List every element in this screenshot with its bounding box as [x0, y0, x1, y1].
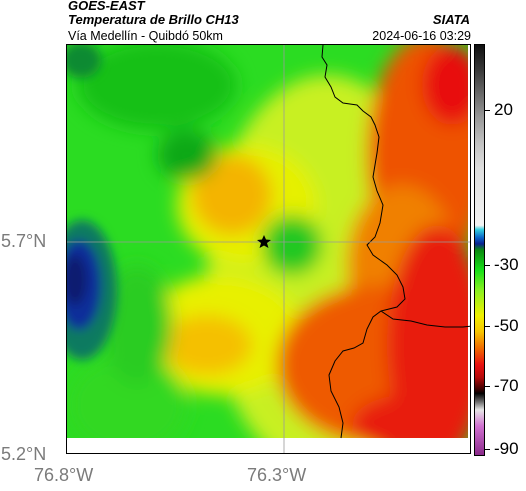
- datetime-label: 2024-06-16 03:29: [372, 29, 471, 43]
- longitude-label-1: 76.8°W: [34, 465, 94, 485]
- map-panel[interactable]: [66, 44, 471, 454]
- star-icon: [257, 235, 271, 248]
- temperature-field: [67, 45, 470, 453]
- map-blank-strip: [67, 438, 470, 453]
- colorbar-tick: [485, 265, 490, 266]
- colorbar-label: -70: [494, 376, 519, 395]
- colorbar-label: 20: [494, 100, 513, 119]
- latitude-label-1: 5.7°N: [1, 231, 47, 251]
- department-boundary: [321, 45, 406, 439]
- colorbar: [474, 44, 485, 456]
- colorbar-label: -90: [494, 439, 519, 458]
- colorbar-tick: [485, 326, 490, 327]
- latitude-label-2: 5.2°N: [1, 444, 47, 464]
- colorbar-tick: [485, 110, 490, 111]
- longitude-label-2: 76.3°W: [247, 465, 307, 485]
- product-title: Temperatura de Brillo CH13: [68, 12, 239, 27]
- map-blank-edge: [468, 45, 470, 453]
- organization-label: SIATA: [432, 12, 470, 27]
- colorbar-tick: [485, 386, 490, 387]
- region-label: Vía Medellín - Quibdó 50km: [68, 29, 223, 43]
- colorbar-label: -30: [494, 255, 519, 274]
- colorbar-label: -50: [494, 316, 519, 335]
- department-boundary-branch: [380, 310, 470, 328]
- satellite-title: GOES-EAST: [68, 0, 145, 13]
- colorbar-tick: [485, 449, 490, 450]
- brightness-temperature-map: [67, 45, 470, 453]
